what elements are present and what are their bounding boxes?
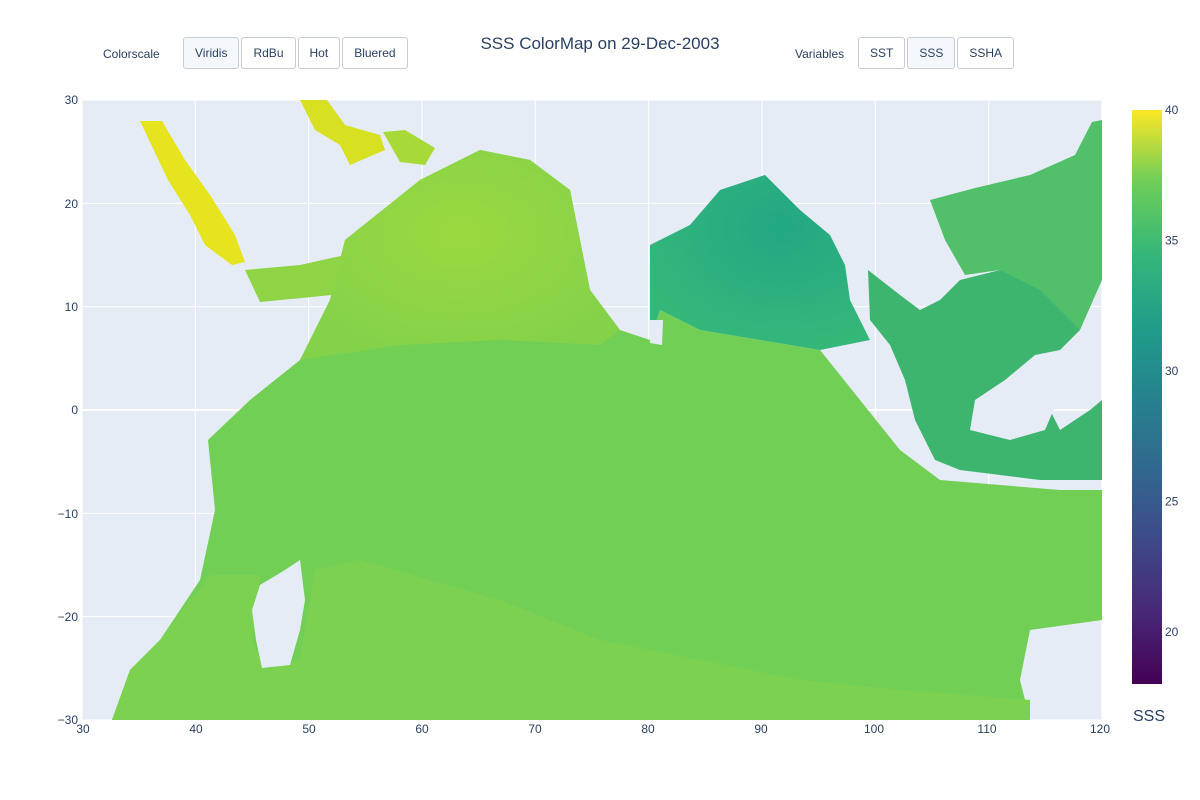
x-tick-label: 70 bbox=[528, 722, 542, 736]
x-tick-label: 40 bbox=[189, 722, 203, 736]
variables-button-group: SST SSS SSHA bbox=[858, 37, 1016, 69]
x-axis-ticks: 30 40 50 60 70 80 90 100 110 120 bbox=[76, 722, 1110, 736]
variable-sst-button[interactable]: SST bbox=[858, 37, 906, 69]
colorscale-hot-button[interactable]: Hot bbox=[297, 37, 341, 69]
x-tick-label: 120 bbox=[1090, 722, 1110, 736]
colorscale-bluered-button[interactable]: Bluered bbox=[342, 37, 408, 69]
madagascar-island bbox=[252, 560, 305, 668]
colorbar-tick-label: 35 bbox=[1165, 233, 1179, 247]
colorbar-tick-label: 25 bbox=[1165, 494, 1179, 508]
arabian-sea-region bbox=[300, 150, 620, 360]
y-tick-label: 30 bbox=[65, 93, 79, 107]
colorbar-ticks: 40 35 30 25 20 bbox=[1165, 103, 1179, 639]
variable-ssha-button[interactable]: SSHA bbox=[957, 37, 1015, 69]
colorbar-title: SSS bbox=[1133, 708, 1166, 725]
colorbar-tick-label: 20 bbox=[1165, 625, 1179, 639]
colorscale-viridis-button[interactable]: Viridis bbox=[183, 37, 240, 69]
south-china-sea-region bbox=[930, 120, 1102, 330]
colorscale-button-group: Viridis RdBu Hot Bluered bbox=[183, 37, 410, 69]
x-tick-label: 60 bbox=[415, 722, 429, 736]
red-sea-region bbox=[140, 121, 245, 265]
ocean-field bbox=[112, 100, 1102, 720]
x-tick-label: 50 bbox=[302, 722, 316, 736]
y-axis-ticks: 30 20 10 0 −10 −20 −30 bbox=[58, 93, 79, 727]
chart-title: SSS ColorMap on 29-Dec-2003 bbox=[480, 34, 720, 53]
x-tick-label: 30 bbox=[76, 722, 90, 736]
colorscale-label: Colorscale bbox=[103, 47, 160, 61]
colorbar-tick-label: 30 bbox=[1165, 364, 1179, 378]
x-tick-label: 80 bbox=[641, 722, 655, 736]
gulf-of-oman bbox=[383, 130, 435, 165]
x-tick-label: 110 bbox=[977, 722, 996, 736]
y-tick-label: 10 bbox=[65, 300, 79, 314]
y-tick-label: −10 bbox=[58, 507, 79, 521]
y-tick-label: 0 bbox=[71, 403, 78, 417]
variable-sss-button[interactable]: SSS bbox=[907, 37, 956, 69]
colorbar-tick-label: 40 bbox=[1165, 103, 1179, 117]
variables-label: Variables bbox=[795, 47, 845, 61]
colorbar: 40 35 30 25 20 bbox=[1132, 103, 1179, 684]
gulf-of-aden bbox=[245, 255, 345, 302]
y-tick-label: −20 bbox=[58, 610, 79, 624]
x-tick-label: 90 bbox=[754, 722, 768, 736]
sri-lanka-island bbox=[650, 320, 663, 345]
bay-of-bengal-region bbox=[650, 175, 870, 350]
x-tick-label: 100 bbox=[864, 722, 884, 736]
persian-gulf-region bbox=[300, 100, 385, 165]
borneo-island bbox=[970, 350, 1060, 440]
colorbar-gradient bbox=[1132, 110, 1162, 684]
southwest-indian-ocean bbox=[112, 560, 1030, 720]
y-tick-label: −30 bbox=[58, 713, 79, 727]
colorscale-rdbu-button[interactable]: RdBu bbox=[241, 37, 296, 69]
y-tick-label: 20 bbox=[65, 197, 79, 211]
